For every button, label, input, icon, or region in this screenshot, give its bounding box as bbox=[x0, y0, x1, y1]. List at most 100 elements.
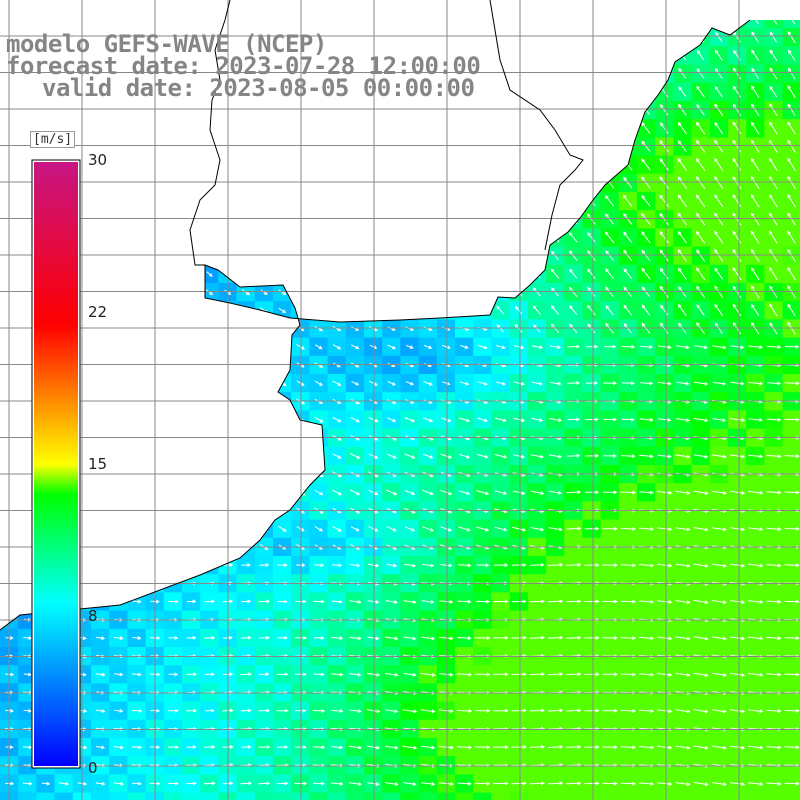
wind-arrow bbox=[406, 344, 414, 349]
wind-arrow bbox=[440, 453, 453, 459]
wind-arrow bbox=[240, 745, 252, 749]
wind-arrow bbox=[657, 672, 673, 677]
wind-arrow bbox=[695, 230, 706, 244]
wind-arrow bbox=[677, 176, 688, 189]
wind-arrow bbox=[495, 381, 506, 386]
wind-cell bbox=[327, 792, 347, 800]
wind-arrow bbox=[351, 380, 360, 386]
wind-arrow bbox=[350, 416, 360, 423]
wind-arrow bbox=[730, 418, 746, 422]
wind-arrow bbox=[787, 303, 796, 317]
wind-arrow bbox=[639, 417, 654, 422]
wind-arrow bbox=[294, 672, 307, 677]
wind-arrow bbox=[476, 563, 490, 568]
wind-arrow bbox=[712, 345, 727, 350]
wind-arrow bbox=[787, 157, 796, 171]
wind-arrow bbox=[751, 304, 760, 316]
wind-cell bbox=[582, 792, 602, 800]
wind-arrow bbox=[621, 381, 635, 386]
wind-arrow bbox=[313, 672, 325, 677]
wind-arrow bbox=[696, 121, 706, 135]
wind-cell bbox=[382, 792, 401, 800]
wind-arrow bbox=[366, 709, 381, 714]
wind-arrow bbox=[113, 745, 124, 750]
wind-cell bbox=[163, 792, 183, 800]
wind-arrow bbox=[422, 563, 435, 568]
wind-arrow bbox=[332, 344, 342, 350]
wind-arrow bbox=[714, 176, 724, 190]
wind-arrow bbox=[514, 305, 523, 315]
wind-arrow bbox=[712, 418, 727, 422]
wind-arrow bbox=[566, 526, 582, 531]
wind-arrow bbox=[769, 230, 778, 244]
wind-arrow bbox=[95, 672, 106, 677]
wind-arrow bbox=[385, 600, 398, 604]
wind-arrow bbox=[349, 672, 362, 677]
wind-arrow bbox=[693, 490, 709, 495]
wind-arrow bbox=[460, 345, 469, 349]
wind-arrow bbox=[657, 636, 673, 641]
wind-arrow bbox=[711, 527, 727, 532]
wind-arrow bbox=[696, 104, 705, 116]
wind-arrow bbox=[420, 672, 436, 677]
wind-arrow bbox=[314, 344, 323, 350]
wind-arrow bbox=[769, 266, 778, 281]
wind-arrow bbox=[696, 249, 706, 262]
wind-arrow bbox=[295, 708, 307, 713]
wind-arrow bbox=[331, 745, 344, 750]
wind-arrow bbox=[657, 381, 672, 386]
wind-arrow bbox=[511, 599, 527, 604]
wind-arrow bbox=[769, 139, 778, 153]
wind-cell bbox=[364, 792, 383, 800]
wind-arrow bbox=[695, 139, 706, 153]
wind-arrow bbox=[368, 380, 378, 386]
wind-cell bbox=[637, 792, 656, 800]
wind-cell bbox=[200, 792, 219, 800]
wind-arrow bbox=[750, 194, 760, 208]
wind-arrow bbox=[693, 672, 709, 677]
wind-arrow bbox=[787, 194, 796, 208]
wind-arrow bbox=[675, 454, 691, 459]
wind-arrow bbox=[766, 490, 782, 495]
wind-arrow bbox=[368, 416, 379, 423]
wind-arrow bbox=[566, 490, 582, 495]
wind-arrow bbox=[695, 158, 706, 171]
wind-arrow bbox=[748, 345, 764, 350]
wind-arrow bbox=[748, 672, 764, 677]
wind-arrow bbox=[566, 745, 582, 749]
wind-arrow bbox=[493, 672, 509, 677]
wind-arrow bbox=[547, 635, 564, 640]
wind-arrow bbox=[620, 490, 637, 495]
wind-cell bbox=[491, 792, 511, 800]
wind-arrow bbox=[278, 307, 287, 313]
wind-arrow bbox=[385, 636, 399, 641]
wind-arrow bbox=[349, 636, 362, 641]
wind-arrow bbox=[114, 672, 124, 677]
wind-arrow bbox=[659, 267, 669, 280]
wind-arrow bbox=[641, 176, 651, 189]
wind-arrow bbox=[750, 267, 760, 280]
wind-arrow bbox=[784, 745, 800, 750]
wind-cell bbox=[418, 792, 438, 800]
wind-arrow bbox=[678, 103, 687, 116]
wind-arrow bbox=[714, 267, 724, 280]
wind-arrow bbox=[477, 417, 489, 422]
wind-arrow bbox=[730, 454, 746, 459]
wind-arrow bbox=[621, 454, 636, 458]
wind-arrow bbox=[784, 381, 800, 386]
wind-arrow bbox=[769, 248, 778, 262]
wind-arrow bbox=[769, 194, 778, 208]
wind-arrow bbox=[475, 636, 491, 640]
wind-cell bbox=[36, 792, 56, 800]
wind-arrow bbox=[113, 636, 124, 640]
wind-arrow bbox=[659, 194, 669, 208]
wind-arrow bbox=[332, 489, 343, 496]
wind-arrow bbox=[584, 453, 600, 458]
wind-arrow bbox=[386, 417, 397, 422]
wind-arrow bbox=[602, 672, 618, 677]
wind-arrow bbox=[602, 526, 618, 531]
wind-arrow bbox=[784, 599, 800, 604]
wind-arrow bbox=[403, 563, 417, 568]
wind-arrow bbox=[787, 248, 796, 262]
wind-arrow bbox=[294, 636, 307, 640]
